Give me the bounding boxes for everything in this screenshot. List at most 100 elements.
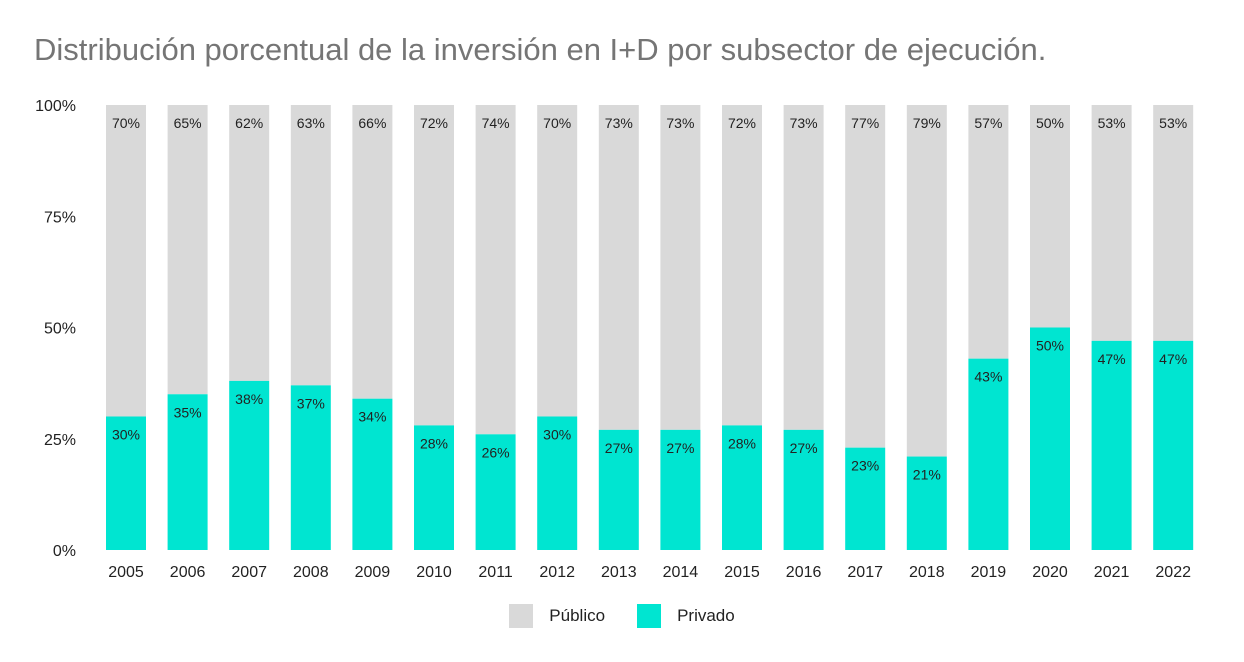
y-tick-label: 0%	[53, 543, 76, 560]
legend-item-privado: Privado	[637, 604, 735, 628]
legend-item-publico: Público	[509, 604, 605, 628]
data-label-publico: 63%	[297, 115, 325, 131]
data-label-publico: 77%	[851, 115, 879, 131]
x-tick-label: 2019	[971, 564, 1007, 581]
bar-publico	[352, 105, 393, 399]
bar-publico	[968, 105, 1009, 359]
bar-publico	[414, 105, 454, 426]
bar-publico	[845, 105, 886, 448]
data-label-privado: 28%	[420, 435, 448, 451]
x-tick-label: 2012	[539, 564, 575, 581]
x-tick-label: 2013	[601, 564, 637, 581]
data-label-privado: 38%	[235, 391, 263, 407]
bar-privado	[1091, 340, 1132, 550]
x-tick-label: 2008	[293, 564, 329, 581]
data-label-publico: 70%	[543, 115, 571, 131]
x-tick-label: 2017	[847, 564, 883, 581]
data-label-publico: 53%	[1098, 115, 1126, 131]
data-label-publico: 53%	[1159, 115, 1187, 131]
data-label-publico: 74%	[482, 115, 510, 131]
x-tick-label: 2016	[786, 564, 822, 581]
bar-privado	[968, 358, 1009, 550]
data-label-privado: 26%	[482, 444, 510, 460]
data-label-privado: 50%	[1036, 338, 1064, 354]
bar-privado	[783, 429, 824, 550]
x-tick-label: 2011	[478, 564, 513, 581]
data-label-privado: 35%	[174, 404, 202, 420]
legend-label-privado: Privado	[677, 606, 735, 625]
x-tick-label: 2022	[1155, 564, 1191, 581]
bar-publico	[660, 105, 701, 430]
bar-privado	[290, 385, 331, 550]
x-tick-label: 2018	[909, 564, 945, 581]
y-tick-label: 50%	[44, 321, 76, 338]
legend-swatch-publico	[509, 604, 534, 628]
data-label-publico: 66%	[358, 115, 386, 131]
bar-publico	[229, 105, 270, 381]
x-tick-label: 2021	[1094, 564, 1130, 581]
y-tick-label: 75%	[44, 209, 76, 226]
y-tick-label: 100%	[35, 98, 76, 115]
data-label-privado: 28%	[728, 435, 756, 451]
bar-privado	[537, 416, 578, 550]
data-label-publico: 70%	[112, 115, 140, 131]
x-tick-label: 2005	[108, 564, 144, 581]
data-label-publico: 50%	[1036, 115, 1064, 131]
bar-privado	[845, 447, 886, 550]
x-tick-label: 2010	[416, 564, 452, 581]
data-label-publico: 73%	[666, 115, 694, 131]
bar-privado	[475, 434, 516, 550]
y-tick-label: 25%	[44, 432, 76, 449]
data-label-privado: 37%	[297, 395, 325, 411]
bar-publico	[106, 105, 146, 417]
bar-chart: 0% 25% 50% 75% 100% 70% 30% 2005 65% 35% 2006 62% 38…	[35, 98, 1194, 581]
data-label-privado: 27%	[790, 440, 818, 456]
data-label-publico: 72%	[420, 115, 448, 131]
data-label-privado: 43%	[974, 369, 1002, 385]
bar-publico	[783, 105, 824, 430]
bar-privado	[352, 398, 393, 550]
data-label-publico: 73%	[790, 115, 818, 131]
bar-publico	[537, 105, 578, 417]
data-label-privado: 30%	[112, 427, 140, 443]
bar-publico	[1091, 105, 1132, 341]
data-label-privado: 47%	[1159, 351, 1187, 367]
data-label-publico: 57%	[974, 115, 1002, 131]
bar-privado	[106, 416, 146, 550]
data-label-privado: 23%	[851, 458, 879, 474]
data-label-publico: 72%	[728, 115, 756, 131]
legend-swatch-privado	[637, 604, 662, 628]
bar-privado	[660, 429, 701, 550]
legend-label-publico: Público	[549, 606, 606, 625]
bar-privado	[167, 394, 208, 550]
data-label-privado: 27%	[666, 440, 694, 456]
bar-publico	[475, 105, 516, 435]
bar-publico	[722, 105, 762, 426]
x-tick-label: 2014	[663, 564, 699, 581]
data-label-privado: 27%	[605, 440, 633, 456]
data-label-privado: 34%	[358, 409, 386, 425]
data-label-publico: 65%	[174, 115, 202, 131]
data-label-publico: 79%	[913, 115, 941, 131]
legend: Público Privado	[0, 604, 1244, 628]
bar-publico	[167, 105, 208, 395]
data-label-privado: 30%	[543, 427, 571, 443]
bar-privado	[229, 380, 270, 550]
bar-publico	[1153, 105, 1194, 341]
bar-publico	[1030, 105, 1070, 328]
x-tick-label: 2006	[170, 564, 206, 581]
data-label-privado: 47%	[1098, 351, 1126, 367]
x-tick-label: 2007	[231, 564, 267, 581]
bar-privado	[906, 456, 947, 550]
bar-privado	[1153, 340, 1194, 550]
data-label-privado: 21%	[913, 467, 941, 483]
bar-publico	[598, 105, 639, 430]
x-tick-label: 2009	[355, 564, 391, 581]
bar-publico	[290, 105, 331, 386]
data-label-publico: 73%	[605, 115, 633, 131]
bar-privado	[722, 425, 762, 550]
bar-privado	[414, 425, 454, 550]
bar-privado	[598, 429, 639, 550]
x-tick-label: 2020	[1032, 564, 1068, 581]
x-tick-label: 2015	[724, 564, 760, 581]
